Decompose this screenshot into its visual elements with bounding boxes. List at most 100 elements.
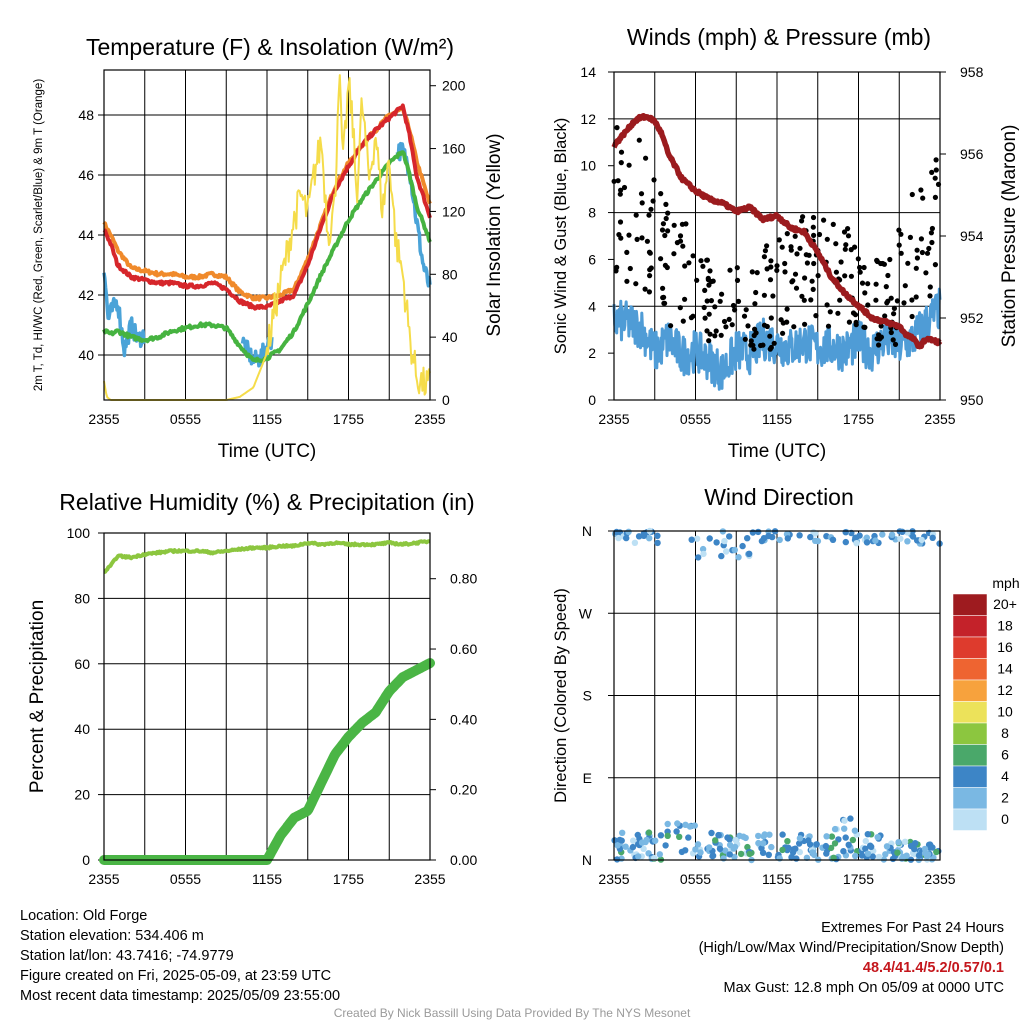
colorbar-swatch xyxy=(952,744,988,767)
wind-series-pressure xyxy=(611,112,943,350)
dir-xtick-label: 0555 xyxy=(680,871,711,887)
wind-gust-point xyxy=(660,295,666,301)
wind-gust-point xyxy=(813,313,819,319)
dir-point xyxy=(654,532,661,539)
rh-ytick-label: 60 xyxy=(74,656,90,672)
wind-gust-point xyxy=(618,149,625,155)
colorbar-swatch xyxy=(952,636,988,659)
dir-point xyxy=(862,837,869,845)
wind-gust-point xyxy=(876,332,882,338)
recent-timestamp: Most recent data timestamp: 2025/05/09 2… xyxy=(20,988,341,1004)
wind-gust-point xyxy=(662,232,668,239)
wind-gust-point xyxy=(878,323,884,329)
rh-ytick-right-label: 0.80 xyxy=(450,571,477,587)
wind-gust-point xyxy=(636,137,642,143)
wind-gust-point xyxy=(743,307,749,313)
wind-gust-point xyxy=(727,267,733,273)
wind-gust-point xyxy=(768,258,774,264)
dir-point xyxy=(863,539,871,546)
dir-point xyxy=(784,535,791,542)
wind-gust-point xyxy=(905,260,911,266)
wind-gust-point xyxy=(896,227,902,233)
wind-gust-point xyxy=(873,297,879,303)
wind-gust-point xyxy=(618,187,624,193)
wind-gust-point xyxy=(774,267,780,273)
rh-title: Relative Humidity (%) & Precipitation (i… xyxy=(59,489,474,515)
colorbar-label: 2 xyxy=(1001,790,1009,806)
wind-gust-point xyxy=(767,277,774,283)
wind-ytick-label: 10 xyxy=(580,158,596,174)
dir-point xyxy=(616,836,623,844)
wind-gust-point xyxy=(713,328,719,334)
wind-gust-point xyxy=(718,332,724,338)
dir-point xyxy=(723,548,730,555)
wind-gust-point xyxy=(842,273,848,279)
wind-gust-point xyxy=(770,293,776,299)
dir-points xyxy=(611,527,943,864)
rh-ylabel-left: Percent & Precipitation xyxy=(27,600,48,793)
dir-point xyxy=(760,840,767,847)
wind-gust-point xyxy=(668,323,674,329)
dir-point xyxy=(811,851,818,859)
wind-gust-point xyxy=(862,290,868,296)
dir-point xyxy=(899,528,906,535)
wind-gust-point xyxy=(618,160,624,166)
wind-gust-point xyxy=(776,237,782,243)
wind-gust-point xyxy=(865,302,871,308)
wind-gust-point xyxy=(929,225,936,232)
dir-point xyxy=(640,845,647,852)
wind-gust-point xyxy=(624,278,630,284)
dir-ytick-label: S xyxy=(583,688,592,704)
dir-point xyxy=(640,530,648,537)
dir-point xyxy=(929,534,936,541)
wind-gust-point xyxy=(890,337,896,343)
temp-series-dewpoint xyxy=(102,150,432,364)
wind-gust-point xyxy=(748,342,754,348)
dir-point xyxy=(635,853,642,860)
dir-point xyxy=(823,850,830,857)
wind-gust-point xyxy=(873,281,879,287)
wind-gust-point xyxy=(880,260,886,267)
wind-gust-point xyxy=(742,336,748,342)
wind-gust-point xyxy=(877,336,883,342)
dir-point xyxy=(674,820,681,827)
wind-gust-point xyxy=(801,297,807,303)
wind-gust-point xyxy=(762,248,769,254)
wind-gust-point xyxy=(741,313,748,319)
wind-gust-point xyxy=(932,262,939,268)
dir-point xyxy=(796,840,803,847)
rh-xtick-label: 2355 xyxy=(88,871,119,887)
wind-gust-point xyxy=(682,263,688,269)
dir-point xyxy=(789,849,797,856)
dir-point xyxy=(918,536,925,544)
dir-point xyxy=(933,848,940,856)
wind-gust-point xyxy=(913,265,919,271)
wind-gust-point xyxy=(682,296,688,302)
wind-gust-point xyxy=(896,242,902,248)
rh-ytick-right-label: 0.20 xyxy=(450,782,477,798)
temp-ytick-right-label: 40 xyxy=(442,329,458,345)
dir-point xyxy=(831,825,839,833)
dir-point xyxy=(749,529,757,536)
wind-gust-point xyxy=(797,245,803,251)
dir-point xyxy=(713,539,720,546)
dir-point xyxy=(849,836,857,844)
station-latlon: Station lat/lon: 43.7416; -74.9779 xyxy=(20,948,234,964)
wind-gust-point xyxy=(768,264,774,270)
dir-point xyxy=(630,837,637,844)
wind-gust-point xyxy=(721,318,728,325)
dir-point xyxy=(732,836,739,844)
dir-point xyxy=(718,552,725,560)
wind-ytick-label: 2 xyxy=(588,345,596,361)
extremes-legend: (High/Low/Max Wind/Precipitation/Snow De… xyxy=(698,940,1004,956)
dir-point xyxy=(716,845,724,852)
wind-gust-point xyxy=(749,269,755,275)
dir-point xyxy=(807,533,814,541)
colorbar-swatch xyxy=(952,787,988,810)
wind-gust-point xyxy=(644,238,651,244)
dir-point xyxy=(858,852,866,859)
rh-ytick-label: 40 xyxy=(74,721,90,737)
dir-point xyxy=(776,536,783,544)
wind-gust-point xyxy=(617,191,623,197)
